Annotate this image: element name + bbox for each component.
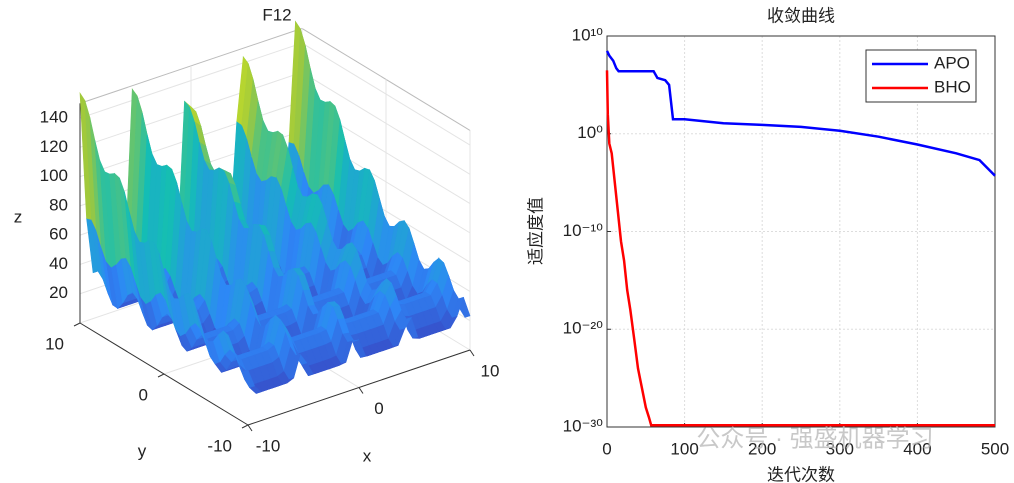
chart-title: F12	[262, 5, 291, 24]
y-tick-label: 10⁰	[577, 123, 603, 142]
z-tick-label: 100	[40, 166, 68, 185]
x-tick-label: 200	[748, 439, 776, 458]
legend-label: BHO	[934, 77, 971, 96]
tick-mark	[157, 373, 165, 378]
z-tick-label: 140	[40, 108, 68, 127]
x-tick-label: 400	[903, 439, 931, 458]
surface-patch	[242, 369, 255, 388]
y-tick-label: -10	[207, 436, 232, 455]
z-tick-label: 40	[49, 254, 68, 273]
x-axis-label: 迭代次数	[767, 466, 835, 483]
box-edge	[301, 27, 471, 131]
tick-mark	[358, 387, 364, 394]
x-axis-label: x	[363, 446, 372, 465]
line-series	[605, 70, 995, 427]
chart-title: 收敛曲线	[767, 7, 835, 27]
z-tick-label: 120	[40, 137, 68, 156]
line-series	[605, 50, 996, 177]
y-tick-label: 10¹⁰	[572, 25, 604, 44]
x-tick-label: -10	[256, 436, 281, 455]
x-tick-label: 100	[670, 439, 698, 458]
legend-label: APO	[934, 53, 970, 72]
z-tick-label: 60	[49, 225, 68, 244]
y-tick-label: 0	[139, 385, 148, 404]
z-tick-label: 80	[49, 195, 68, 214]
x-tick-label: 0	[602, 439, 611, 458]
y-tick-label: 10⁻²⁰	[563, 319, 604, 338]
y-tick-label: 10	[45, 334, 64, 353]
tick-mark	[247, 424, 253, 432]
z-axis-label: z	[14, 207, 23, 226]
x-tick-label: 0	[374, 399, 383, 418]
z-tick-label: 20	[49, 283, 68, 302]
legend-box	[865, 49, 977, 103]
tick-mark	[73, 322, 81, 327]
watermark: 公众号 · 强盛机器学习	[696, 425, 933, 452]
x-tick-label: 10	[481, 361, 500, 380]
surface	[79, 20, 471, 394]
x-tick-label: 300	[826, 439, 854, 458]
y-axis-label: y	[138, 441, 147, 460]
y-axis-label: 适应度值	[527, 197, 547, 265]
y-tick-label: 10⁻³⁰	[563, 416, 604, 435]
plot-frame	[606, 35, 996, 428]
x-tick-label: 500	[981, 439, 1009, 458]
tick-mark	[241, 424, 249, 429]
tick-mark	[469, 349, 475, 357]
y-tick-label: 10⁻¹⁰	[563, 221, 604, 240]
